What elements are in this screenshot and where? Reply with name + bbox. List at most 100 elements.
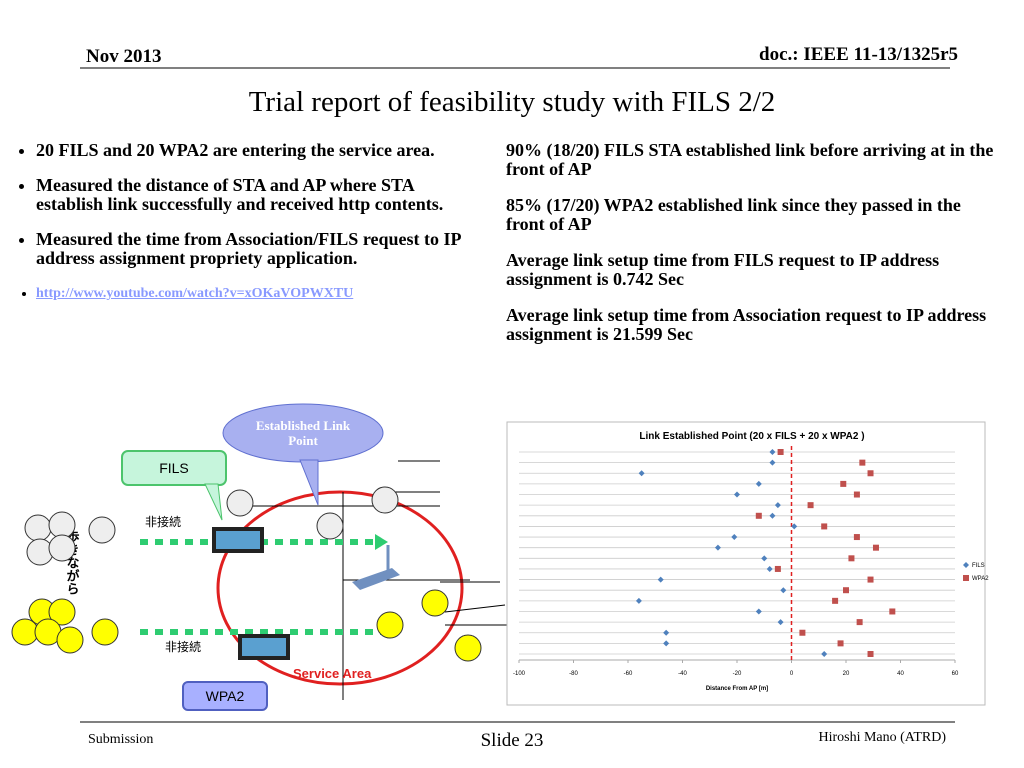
point <box>807 502 814 509</box>
person <box>376 611 404 639</box>
point <box>777 449 784 455</box>
person <box>56 626 84 654</box>
x-tick-label: 40 <box>897 671 904 677</box>
legend-marker <box>963 562 969 568</box>
x-tick-label: -100 <box>513 671 526 677</box>
service-area <box>216 490 464 686</box>
point <box>837 640 844 647</box>
callout-pointer <box>299 459 319 506</box>
wpa2-box <box>182 681 268 711</box>
device-screen <box>216 531 260 549</box>
point <box>731 534 738 541</box>
date: Nov 2013 <box>86 46 162 67</box>
x-tick-label: -40 <box>678 671 687 677</box>
person <box>371 486 399 514</box>
legend-marker <box>963 575 969 581</box>
point <box>774 565 781 572</box>
point <box>769 459 776 466</box>
result: 85% (17/20) WPA2 established link since … <box>506 195 961 234</box>
point <box>821 651 828 657</box>
device-screen <box>242 638 286 656</box>
point <box>856 619 863 626</box>
people <box>11 486 482 662</box>
diagram: FILS WPA2 Established Link Point 非接続 非接続… <box>11 403 510 711</box>
point <box>867 470 874 477</box>
right-column: 90% (18/20) FILS STA established link be… <box>506 141 996 361</box>
point <box>889 608 896 615</box>
access-point <box>352 568 400 590</box>
x-tick-label: -20 <box>733 671 742 677</box>
callout-text: Established Link Point <box>255 418 351 448</box>
point <box>657 576 664 583</box>
chart-frame <box>506 421 986 706</box>
footer-center: Slide 23 <box>480 730 544 751</box>
point <box>734 491 740 498</box>
arrowhead <box>375 534 388 550</box>
point <box>840 480 847 487</box>
legend-label: WPA2 <box>972 576 989 582</box>
person <box>226 489 254 517</box>
person <box>26 538 54 566</box>
point <box>859 459 866 466</box>
point <box>791 523 798 530</box>
result: Average link setup time from Association… <box>506 305 987 344</box>
point <box>843 587 849 594</box>
person <box>48 598 76 626</box>
person <box>11 618 39 646</box>
point <box>638 470 645 477</box>
point <box>635 597 642 604</box>
person <box>48 534 76 562</box>
fils-label: FILS <box>159 460 189 476</box>
x-tick-label: 20 <box>843 671 850 677</box>
point <box>853 534 860 541</box>
x-tick-label: 0 <box>790 671 794 677</box>
point <box>766 565 773 572</box>
point <box>774 502 781 509</box>
point <box>663 640 670 647</box>
disconnected-label: 非接続 <box>165 639 201 654</box>
point <box>832 597 839 604</box>
point <box>755 608 762 615</box>
x-tick-label: -60 <box>624 671 633 677</box>
point <box>755 480 762 487</box>
point <box>777 619 784 626</box>
x-axis-label: Distance From AP [m] <box>706 686 768 692</box>
footer-right: Hiroshi Mano (ATRD) <box>818 730 946 745</box>
disconnected-label: 非接続 <box>145 514 181 529</box>
doc-id: doc.: IEEE 11-13/1325r5 <box>759 44 958 65</box>
point <box>799 629 806 636</box>
point <box>769 512 776 519</box>
point <box>780 587 787 594</box>
point <box>853 491 860 498</box>
legend-label: FILS <box>972 563 985 569</box>
wpa2-label: WPA2 <box>206 688 245 704</box>
point <box>663 629 670 636</box>
video-link[interactable]: http://www.youtube.com/watch?v=xOKaVOPWX… <box>36 286 354 301</box>
point <box>761 555 768 562</box>
bullet: Measured the distance of STA and AP wher… <box>36 176 472 214</box>
person <box>48 511 76 539</box>
left-column: 20 FILS and 20 WPA2 are entering the ser… <box>22 141 472 319</box>
person <box>454 634 482 662</box>
x-tick-label: -80 <box>569 671 578 677</box>
person <box>421 589 449 617</box>
point <box>769 449 776 455</box>
person <box>91 618 119 646</box>
x-tick-label: 60 <box>952 671 959 677</box>
point <box>848 555 855 562</box>
person <box>316 512 344 540</box>
result: 90% (18/20) FILS STA established link be… <box>506 140 994 179</box>
person <box>24 514 52 542</box>
chart: Link Established Point (20 x FILS + 20 x… <box>506 421 989 706</box>
point <box>821 523 828 530</box>
result: Average link setup time from FILS reques… <box>506 250 940 289</box>
fils-pointer <box>204 483 223 521</box>
bullet: 20 FILS and 20 WPA2 are entering the ser… <box>36 141 472 160</box>
point <box>867 576 874 583</box>
point <box>714 544 721 551</box>
slide-title: Trial report of feasibility study with F… <box>248 86 776 118</box>
person <box>88 516 116 544</box>
point <box>755 512 762 519</box>
